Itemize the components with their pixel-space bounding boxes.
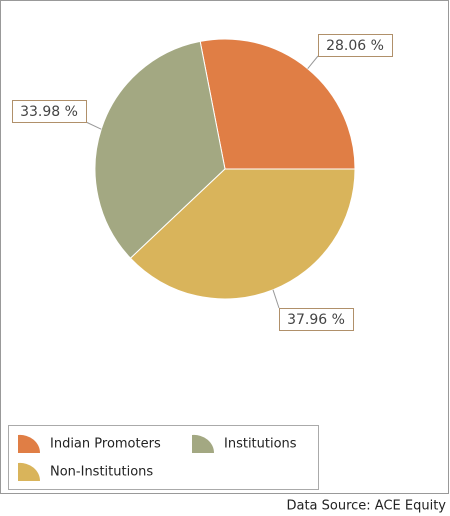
leader-line: [272, 289, 280, 309]
value-label: 28.06 %: [326, 38, 384, 54]
legend-label: Indian Promoters: [50, 437, 161, 452]
legend-swatch: [18, 462, 41, 481]
value-label: 33.98 %: [20, 104, 78, 120]
legend-label: Institutions: [224, 437, 297, 452]
value-label-box: [318, 34, 393, 57]
value-label: 37.96 %: [287, 312, 345, 328]
legend-box: [8, 425, 319, 490]
leader-line: [85, 121, 102, 130]
pie-slice: [129, 168, 356, 300]
legend-label: Non-Institutions: [50, 465, 153, 480]
pie-slice: [199, 38, 356, 170]
leader-line: [307, 55, 319, 69]
value-label-box: [12, 100, 87, 123]
legend-swatch: [192, 434, 215, 453]
source-note: Data Source: ACE Equity: [286, 499, 446, 514]
legend-swatch: [18, 434, 41, 453]
value-label-box: [279, 308, 354, 331]
